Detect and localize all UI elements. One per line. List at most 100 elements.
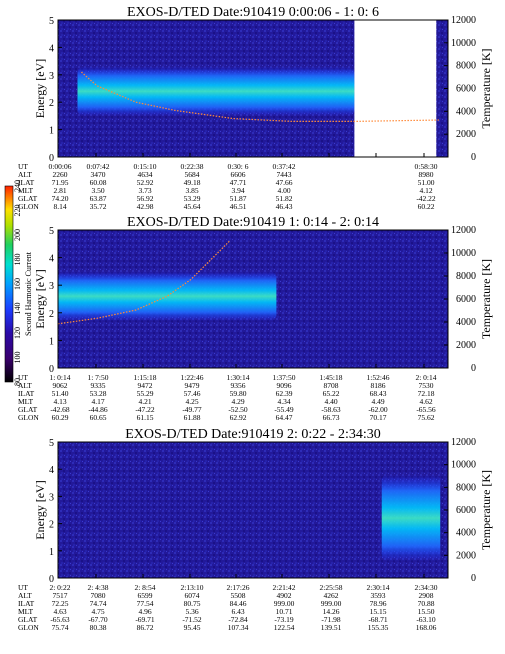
y2-tick-label: 12000 (451, 15, 476, 26)
table-cell: 60.29 (52, 413, 69, 422)
table-cell: 1:15:18 (134, 373, 157, 382)
table-cell: 4902 (277, 591, 292, 600)
table-cell: -47.22 (135, 405, 155, 414)
row-label: ILAT (18, 599, 35, 608)
table-cell: -72.84 (228, 615, 248, 624)
y2-tick-label: 0 (471, 152, 476, 163)
table-cell: 61.88 (184, 413, 201, 422)
row-label: GLON (18, 202, 39, 211)
y2-tick-label: 4000 (456, 317, 476, 328)
table-cell: 51.87 (230, 194, 247, 203)
colorbar-tick-label: 220 (13, 205, 22, 217)
table-cell: 4262 (324, 591, 339, 600)
y-tick-label: 0 (49, 364, 54, 375)
y2-tick-label: 12000 (451, 437, 476, 448)
table-cell: 75.74 (52, 623, 69, 632)
table-cell: 4.96 (138, 607, 151, 616)
row-label: ILAT (18, 178, 35, 187)
y2-tick-label: 10000 (451, 38, 476, 49)
chart-title: EXOS-D/TED Date:910419 0:00:06 - 1: 0: 6 (127, 5, 379, 20)
table-cell: 55.29 (137, 389, 154, 398)
table-cell: -42.22 (416, 194, 436, 203)
colorbar-tick-label: 120 (13, 327, 22, 339)
row-label: MLT (18, 397, 34, 406)
table-cell: -73.19 (274, 615, 294, 624)
y2-tick-label: 12000 (451, 225, 476, 236)
table-cell: 2:30:14 (367, 583, 390, 592)
orbit-table: UT 0:00:06 0:07:42 0:15:10 0:22:38 0:30: 6 0:3… (18, 162, 438, 211)
table-cell: -58.63 (321, 405, 341, 414)
table-cell: 7443 (277, 170, 292, 179)
table-cell: 86.72 (137, 623, 154, 632)
y2-tick-label: 0 (471, 363, 476, 374)
table-cell: 68.43 (370, 389, 387, 398)
table-cell: 2: 8:54 (134, 583, 155, 592)
table-cell: -67.70 (88, 615, 108, 624)
table-cell: -49.77 (182, 405, 202, 414)
table-cell: 7080 (91, 591, 106, 600)
table-cell: 51.40 (52, 389, 69, 398)
table-cell: 6.43 (231, 607, 244, 616)
table-cell: 10.71 (276, 607, 293, 616)
table-cell: 3.73 (138, 186, 151, 195)
colorbar-tick-label: 80 (13, 378, 22, 386)
data-gap (354, 20, 437, 157)
table-cell: 4.13 (53, 397, 66, 406)
table-cell: -68.71 (368, 615, 388, 624)
colorbar-tick-label: 240 (13, 180, 22, 192)
table-cell: 56.92 (137, 194, 154, 203)
chart-title: EXOS-D/TED Date:910419 1: 0:14 - 2: 0:14 (127, 215, 379, 230)
colorbar-gradient (4, 185, 14, 383)
row-label: UT (18, 373, 28, 382)
y-axis-label: Energy [eV] (33, 480, 47, 539)
table-cell: 66.73 (323, 413, 340, 422)
row-label: ALT (18, 170, 32, 179)
table-cell: 2.81 (53, 186, 66, 195)
colorbar: 80 100 120 140 160 180 200 220 240 Second Harmoni… (4, 180, 33, 386)
table-cell: 72.25 (52, 599, 69, 608)
table-cell: 9479 (185, 381, 200, 390)
table-cell: 9472 (138, 381, 153, 390)
y2-axis-label: Temperature [K] (479, 48, 493, 128)
table-cell: 1:52:46 (367, 373, 390, 382)
table-cell: 3593 (371, 591, 386, 600)
table-cell: 8980 (419, 170, 434, 179)
y-tick-label: 3 (49, 71, 54, 82)
chart-title: EXOS-D/TED Date:910419 2: 0:22 - 2:34:30 (125, 427, 380, 442)
y-tick-label: 4 (49, 254, 54, 265)
table-cell: 2: 4:38 (87, 583, 108, 592)
row-label: GLON (18, 623, 39, 632)
colorbar-tick-label: 200 (13, 229, 22, 241)
y-tick-label: 5 (49, 226, 54, 237)
table-cell: 1:22:46 (181, 373, 204, 382)
table-cell: -55.49 (274, 405, 294, 414)
table-cell: 4.17 (91, 397, 104, 406)
y-tick-label: 1 (49, 336, 54, 347)
colorbar-tick-label: 180 (13, 254, 22, 266)
table-cell: 1:45:18 (320, 373, 343, 382)
table-cell: 2:34:30 (415, 583, 438, 592)
table-cell: 5684 (185, 170, 200, 179)
table-cell: 72.18 (418, 389, 435, 398)
chart-panel-1: EXOS-D/TED Date:910419 0:00:06 - 1: 0: 6… (18, 5, 493, 211)
table-cell: -71.52 (182, 615, 202, 624)
table-cell: 4.29 (231, 397, 244, 406)
table-cell: 60.65 (90, 413, 107, 422)
table-cell: -71.98 (321, 615, 341, 624)
y-axis-label: Energy [eV] (33, 269, 47, 328)
table-cell: 4.75 (91, 607, 104, 616)
table-cell: 8186 (371, 381, 386, 390)
y2-tick-label: 6000 (456, 84, 476, 95)
table-cell: 0:15:10 (134, 162, 157, 171)
y-axis-label: Energy [eV] (33, 59, 47, 118)
table-cell: 84.46 (230, 599, 247, 608)
y-tick-label: 5 (49, 438, 54, 449)
row-label: ALT (18, 381, 32, 390)
table-cell: 59.80 (230, 389, 247, 398)
table-cell: 62.92 (230, 413, 247, 422)
table-cell: 2260 (53, 170, 68, 179)
table-cell: 4.63 (53, 607, 66, 616)
table-cell: 4.25 (185, 397, 198, 406)
y2-tick-label: 8000 (456, 271, 476, 282)
table-cell: 35.72 (90, 202, 107, 211)
